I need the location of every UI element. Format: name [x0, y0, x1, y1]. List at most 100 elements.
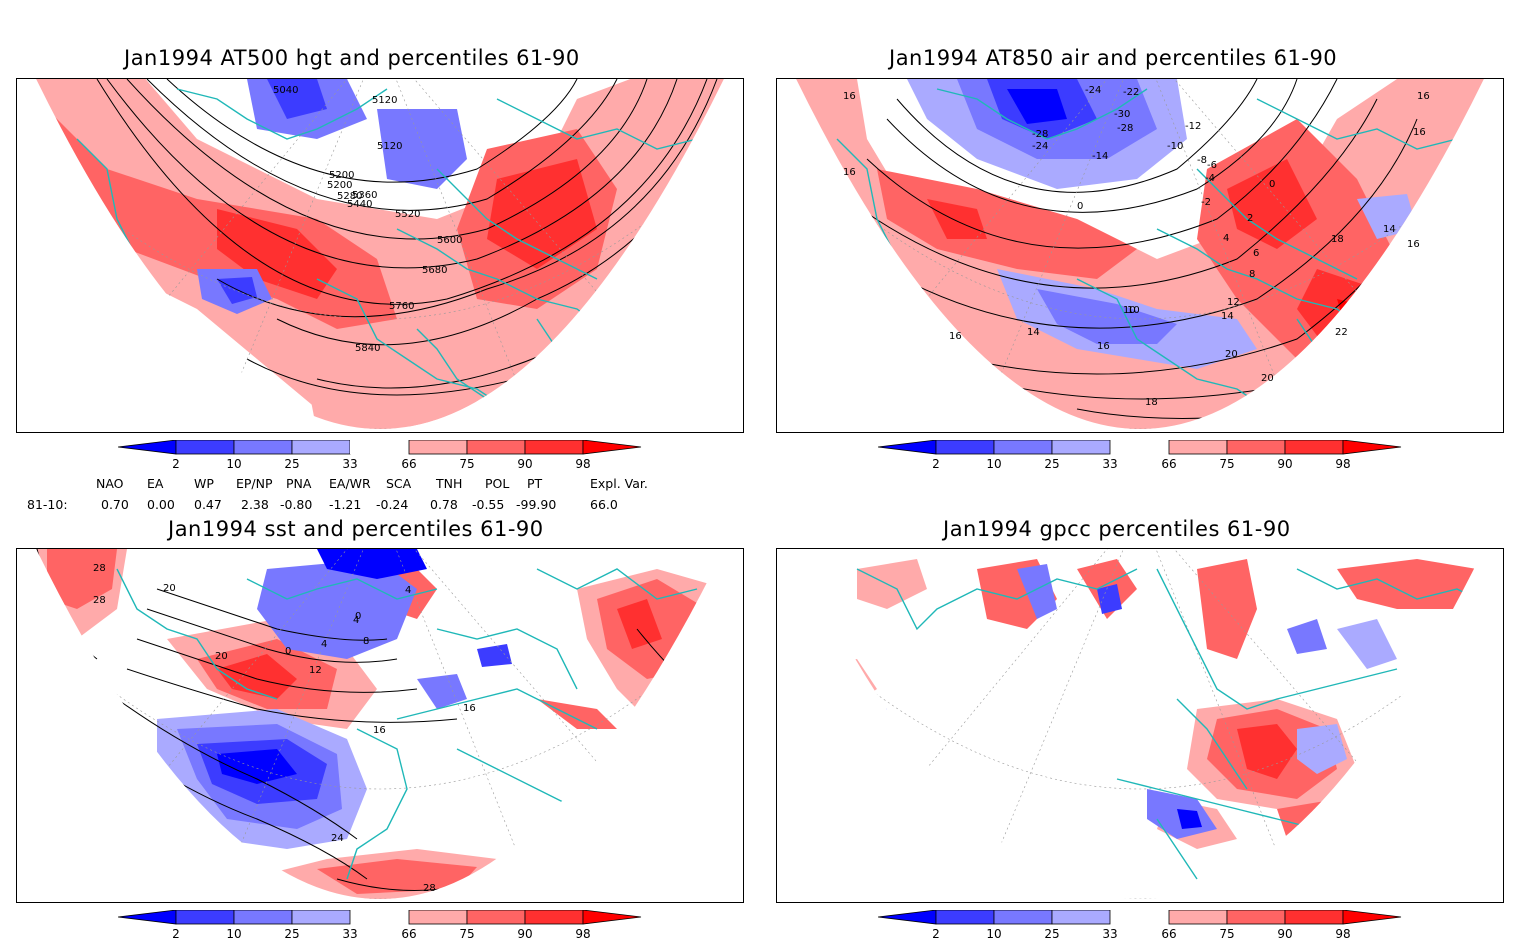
shade-above-98 [1337, 299, 1387, 349]
contour-label: -24 [1032, 141, 1048, 152]
contour-label: 16 [1417, 91, 1430, 102]
contour-label: 0 [1269, 179, 1275, 190]
contour-label: 28 [93, 563, 106, 574]
contour-label: -24 [1085, 85, 1101, 96]
panel4-title: Jan1994 gpcc percentiles 61-90 [943, 517, 1291, 541]
contour-label: 4 [353, 615, 359, 626]
contour-label: 12 [1227, 297, 1240, 308]
contour-label: 14 [1027, 327, 1040, 338]
shade-above-75 [317, 859, 477, 894]
indices-header-row: NAO EA WP EP/NP PNA EA/WR SCA TNH POL PT… [0, 476, 700, 492]
colorbar-label: 10 [226, 927, 241, 940]
contour-label: 24 [331, 833, 344, 844]
colorbar-label: 90 [517, 927, 532, 940]
contour-label: 16 [1097, 341, 1110, 352]
contour-label: -2 [1201, 197, 1211, 208]
colorbar-label: 66 [1161, 927, 1176, 940]
contour-label: 5760 [389, 301, 414, 312]
colorbar-label: 10 [226, 457, 241, 471]
shade-above-90 [617, 599, 662, 649]
index-header: EA/WR [329, 476, 371, 491]
contour-label: -28 [1032, 129, 1048, 140]
shade-below-25 [417, 674, 467, 709]
shade-below-10 [867, 699, 887, 734]
contour-label: 16 [949, 331, 962, 342]
contour-label: -4 [1205, 173, 1215, 184]
colorbar-svg: 2 10 25 33 66 75 90 98 [877, 909, 1402, 941]
index-value: -99.90 [516, 497, 557, 512]
index-value: -0.24 [376, 497, 409, 512]
contour-label: 8 [1249, 269, 1255, 280]
colorbar-svg: 2 10 25 33 66 75 90 98 [117, 439, 642, 471]
map-panel-gpcc [776, 548, 1504, 903]
colorbar-svg: 2 10 25 33 66 75 90 98 [117, 909, 642, 941]
contour-label: 4 [405, 585, 411, 596]
contour-label: 0 [1077, 201, 1083, 212]
contour-label: 16 [1407, 239, 1420, 250]
index-value: 66.0 [590, 497, 618, 512]
contour-label: 5440 [347, 199, 372, 210]
index-header: NAO [96, 476, 124, 491]
index-value: 2.38 [241, 497, 269, 512]
shade-above-75 [537, 699, 617, 729]
colorbar-label: 2 [172, 457, 180, 471]
contour-label: 0 [355, 611, 361, 622]
colorbar-bottom-right: 2 10 25 33 66 75 90 98 [877, 909, 1403, 944]
contour-label: 20 [215, 651, 228, 662]
panel3-title: Jan1994 sst and percentiles 61-90 [168, 517, 544, 541]
shade-above-90 [217, 654, 297, 699]
contour-label: -10 [1167, 141, 1183, 152]
contour-label: 12 [309, 665, 322, 676]
shade-above-90 [217, 209, 337, 299]
contour-label: 4 [1223, 233, 1229, 244]
map-panel-at500-hgt: 5040 5120 5120 5200 5200 5280 5360 5440 … [16, 78, 744, 433]
panel2-title: Jan1994 AT850 air and percentiles 61-90 [889, 46, 1338, 70]
index-header: EA [147, 476, 164, 491]
contour-label: -6 [1207, 160, 1217, 171]
colorbar-label: 2 [172, 927, 180, 940]
colorbar-label: 75 [1219, 457, 1234, 471]
shade-above-90 [927, 199, 987, 239]
colorbar-label: 90 [1277, 457, 1292, 471]
contour-label: -30 [1114, 109, 1130, 120]
shade-below-25 [267, 79, 327, 119]
colorbar-label: 25 [284, 927, 299, 940]
shade-above-75 [1277, 799, 1377, 869]
index-value: -1.21 [329, 497, 362, 512]
contour-label: 5120 [372, 95, 397, 106]
index-header: EP/NP [236, 476, 273, 491]
panel1-title: Jan1994 AT500 hgt and percentiles 61-90 [124, 46, 580, 70]
shade-below-25 [1097, 584, 1122, 614]
contour-label: 28 [93, 595, 106, 606]
colorbar-label: 75 [459, 457, 474, 471]
shade-above-75 [877, 169, 1137, 279]
contour-label: 18 [1145, 397, 1158, 408]
contour-label: 0 [285, 646, 291, 657]
shade-below-33 [837, 689, 887, 759]
index-row-label: 81-10: [27, 497, 68, 512]
colorbar-label: 98 [1335, 457, 1350, 471]
shade-above-90 [1227, 159, 1317, 249]
index-header: WP [194, 476, 214, 491]
colorbar-svg: 2 10 25 33 66 75 90 98 [877, 439, 1402, 471]
colorbar-label: 75 [459, 927, 474, 940]
contour-label: 20 [1261, 373, 1274, 384]
contour-label: 5520 [395, 209, 420, 220]
indices-value-row: 81-10: 0.70 0.00 0.47 2.38 -0.80 -1.21 -… [0, 497, 700, 513]
index-value: -0.80 [280, 497, 313, 512]
colorbar-label: 98 [1335, 927, 1350, 940]
shade-above-75 [47, 549, 117, 609]
contour-label: -14 [1092, 151, 1108, 162]
shade-below-25 [217, 277, 257, 304]
contour-label: 16 [843, 91, 856, 102]
contour-label: 18 [1331, 234, 1344, 245]
shade-below-2 [1177, 809, 1202, 829]
index-value: 0.70 [101, 497, 129, 512]
shade-below-2 [1007, 89, 1067, 124]
contour-label: 5200 [327, 180, 352, 191]
colorbar-label: 75 [1219, 927, 1234, 940]
index-value: 0.78 [430, 497, 458, 512]
colorbar-label: 33 [1102, 457, 1117, 471]
contour-label: 2 [1247, 213, 1253, 224]
shade-above-90 [1297, 269, 1407, 359]
